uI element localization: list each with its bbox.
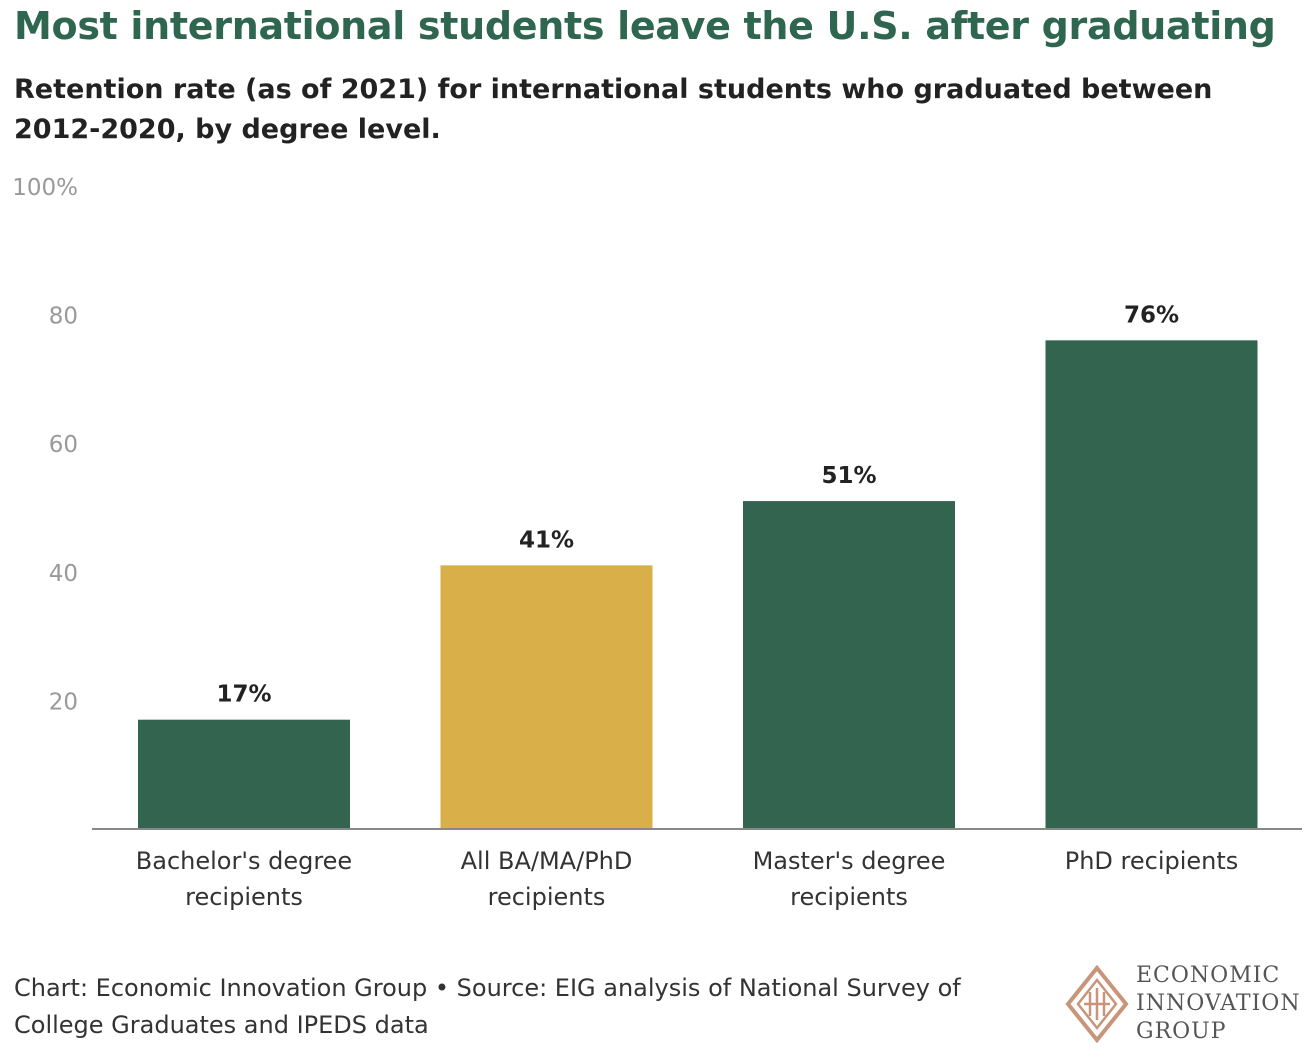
eig-logo: ECONOMIC INNOVATION GROUP [1062,962,1312,1052]
y-tick-label: 60 [49,432,78,458]
bar [1045,340,1258,829]
x-tick-label: PhD recipients [1065,847,1239,875]
x-tick-label: Master's degree [753,847,946,875]
diamond-logo-icon [1065,964,1129,1044]
y-tick-label: 20 [49,689,78,715]
bar-value-label: 41% [519,527,574,553]
y-tick-label: 100% [12,175,78,201]
logo-line-3: GROUP [1136,1019,1227,1044]
x-tick-label: recipients [790,883,908,911]
x-tick-label: recipients [488,883,606,911]
logo-line-1: ECONOMIC [1136,963,1281,988]
y-tick-label: 40 [49,561,78,587]
chart-subtitle: Retention rate (as of 2021) for internat… [14,74,1213,145]
y-tick-label: 80 [49,304,78,330]
bar-value-label: 51% [821,463,876,489]
x-tick-label: recipients [185,883,303,911]
bar [440,565,653,829]
chart-source-credit: Chart: Economic Innovation Group • Sourc… [14,974,961,1039]
logo-line-2: INNOVATION [1136,991,1301,1016]
chart-title: Most international students leave the U.… [14,4,1276,48]
bar-chart: 20 40 60 80 100% 17% Bachelor's degree recipien… [12,175,1302,911]
bar-value-label: 17% [216,682,271,708]
x-tick-label: Bachelor's degree [136,847,352,875]
bar-value-label: 76% [1124,302,1179,328]
bar [138,719,350,829]
logo-wordmark: ECONOMIC INNOVATION GROUP [1136,962,1301,1046]
bar [743,501,955,829]
x-tick-label: All BA/MA/PhD [461,847,633,875]
